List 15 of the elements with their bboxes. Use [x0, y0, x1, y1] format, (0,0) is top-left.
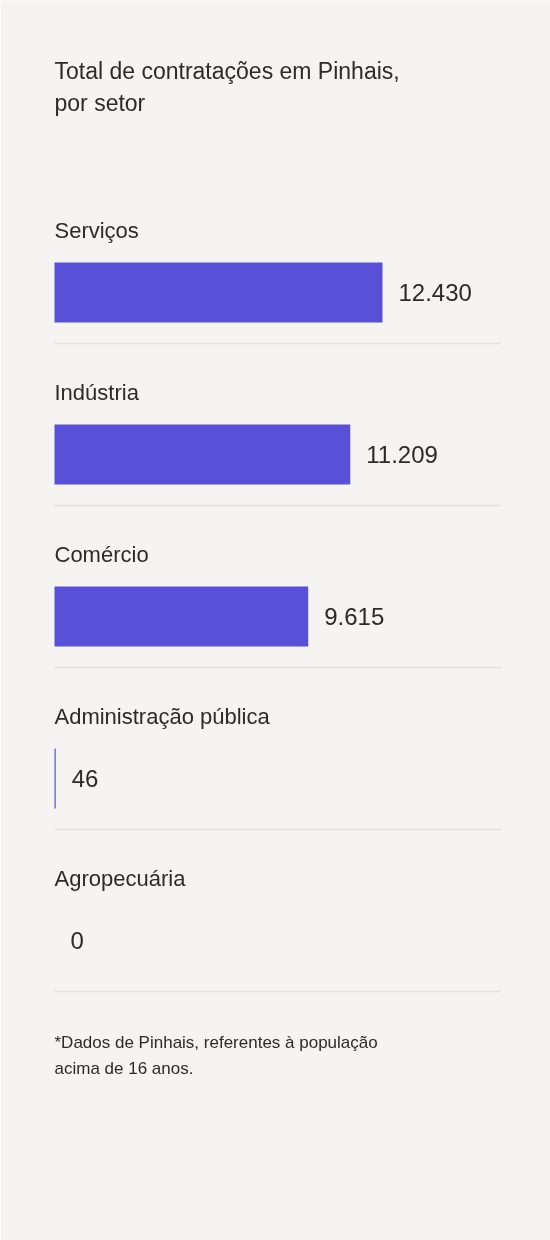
y-tick-label: Indústria: [54, 380, 140, 405]
y-tick-label: Comércio: [54, 542, 149, 567]
data-label: 46: [71, 765, 99, 792]
data-label: 12.430: [398, 279, 472, 306]
bar: [54, 586, 309, 647]
chart-title: Total de contratações em Pinhais, por setor: [54, 57, 400, 116]
data-label: 9.615: [324, 603, 385, 630]
y-tick-label: Serviços: [54, 218, 139, 243]
text: *Dados de Pinhais, referentes à população acima de 16 anos.: [54, 1033, 378, 1078]
data-label: 11.209: [366, 441, 438, 468]
y-tick-label: Administração pública: [54, 704, 271, 729]
data-label: 0: [70, 927, 84, 954]
bar: [54, 424, 351, 485]
y-tick-label: Agropecuária: [54, 866, 187, 891]
bar: [54, 262, 383, 323]
